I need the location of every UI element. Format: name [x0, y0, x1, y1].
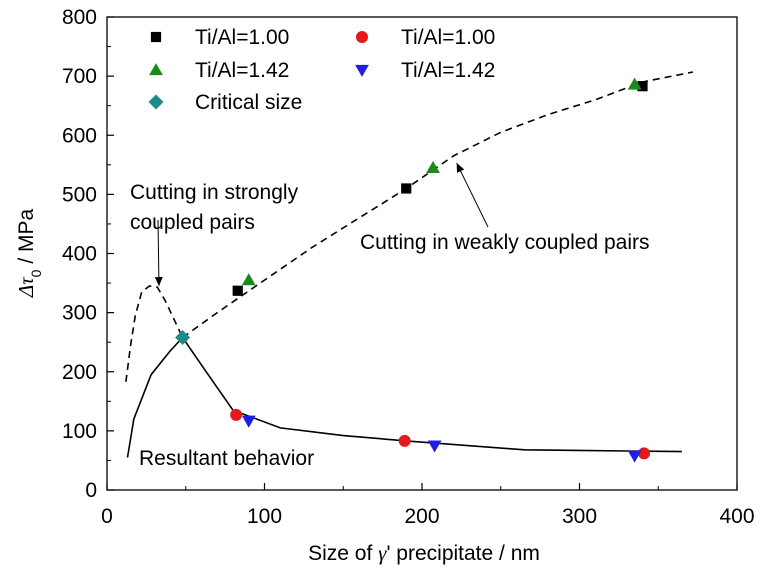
curve-cutting-in-strongly-coupled-pairs — [125, 285, 184, 382]
legend-marker-circle — [356, 31, 368, 43]
legend-marker-triangle-up — [149, 63, 163, 76]
data-point-circle — [398, 434, 411, 447]
legend-label: Ti/Al=1.42 — [401, 59, 495, 82]
y-tick-label: 100 — [62, 420, 97, 443]
y-tick-label: 700 — [62, 65, 97, 88]
data-point-triangle-down — [627, 450, 642, 463]
annotation-arrowhead — [154, 277, 163, 286]
y-tick-label: 800 — [62, 6, 97, 29]
y-tick-label: 200 — [62, 361, 97, 384]
y-tick-label: 400 — [62, 243, 97, 266]
y-tick-label: 300 — [62, 302, 97, 325]
legend-label: Ti/Al=1.42 — [195, 59, 289, 82]
annotation-arrow — [456, 162, 489, 228]
x-tick-label: 300 — [562, 505, 597, 528]
annotation-arrowhead — [456, 163, 465, 173]
legend-marker-diamond — [148, 94, 164, 110]
x-tick-label: 0 — [101, 505, 113, 528]
x-tick-label: 100 — [247, 505, 282, 528]
data-point-circle — [638, 447, 651, 460]
legend: Ti/Al=1.00 Ti/Al=1.00 Ti/Al=1.42 Ti/Al=1.42… — [148, 26, 495, 114]
y-tick-label: 0 — [85, 479, 97, 502]
legend-label: Critical size — [195, 91, 302, 114]
x-tick-label: 400 — [719, 505, 754, 528]
y-tick-label: 500 — [62, 183, 97, 206]
annotations: Cutting in strongly coupled pairs Cutting … — [130, 162, 650, 470]
data-point-triangle-up — [241, 273, 256, 286]
data-point-diamond — [175, 329, 191, 345]
data-point-square — [401, 183, 412, 194]
annotation-text: coupled pairs — [130, 211, 255, 234]
axis-ticks: 0 100 200 300 400 0 100 200 300 400 500 600 700 800 — [62, 6, 755, 528]
y-tick-label: 600 — [62, 124, 97, 147]
curves — [125, 71, 694, 458]
data-point-circle — [230, 408, 243, 421]
data-point-triangle-up — [627, 77, 642, 90]
data-point-square — [637, 81, 648, 92]
annotation-arrow — [157, 219, 160, 287]
data-points — [175, 77, 651, 463]
annotation-text: Cutting in strongly — [130, 181, 299, 204]
data-point-triangle-down — [241, 415, 256, 428]
data-point-triangle-down — [427, 440, 442, 453]
legend-marker-triangle-down — [355, 64, 369, 77]
x-axis-title: Size of γ' precipitate / nm — [308, 541, 540, 565]
legend-label: Ti/Al=1.00 — [195, 26, 289, 49]
y-axis-title: Δτ0 / MPa — [14, 209, 44, 299]
curve-resultant-behavior — [126, 336, 682, 458]
data-point-triangle-up — [426, 160, 440, 173]
x-tick-label: 200 — [404, 505, 439, 528]
legend-label: Ti/Al=1.00 — [401, 26, 495, 49]
annotation-text: Resultant behavior — [139, 447, 314, 470]
data-point-square — [232, 285, 243, 296]
legend-marker-square — [150, 31, 162, 43]
curve-cutting-in-weakly-coupled-pairs — [182, 71, 694, 339]
annotation-text: Cutting in weakly coupled pairs — [360, 231, 650, 254]
